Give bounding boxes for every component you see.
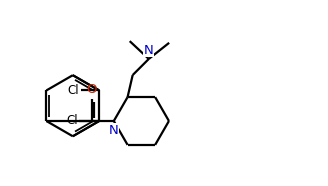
Text: O: O [87,83,97,96]
Text: N: N [144,44,154,57]
Text: Cl: Cl [68,84,79,97]
Text: Cl: Cl [66,115,78,127]
Text: N: N [109,124,119,137]
Text: N: N [109,124,119,137]
